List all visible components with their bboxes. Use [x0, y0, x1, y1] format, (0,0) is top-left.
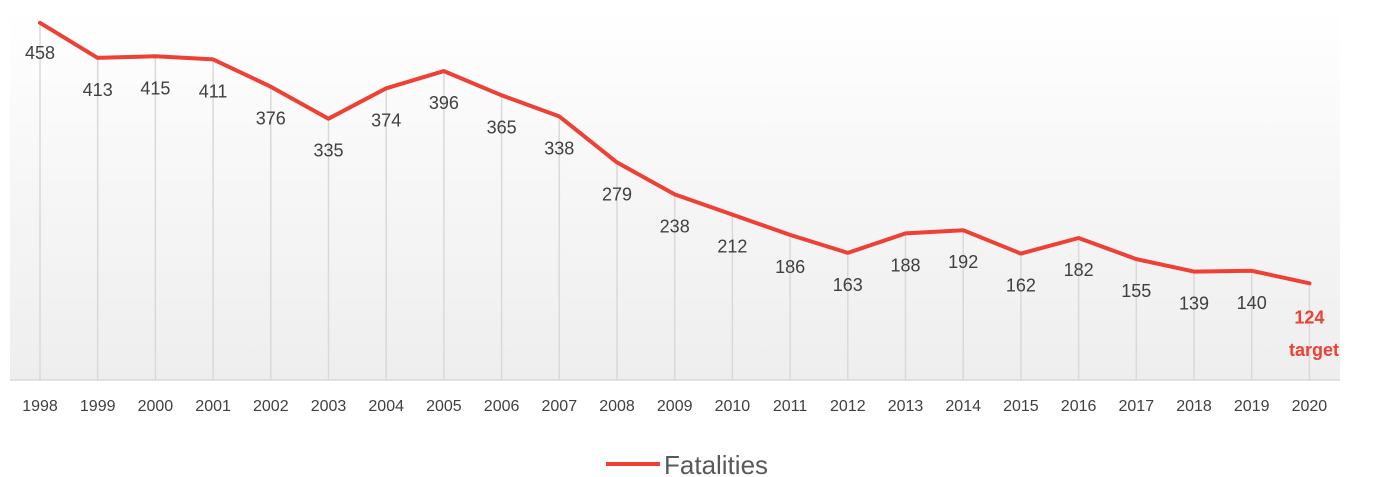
tick-label-2007: 2007: [542, 398, 578, 415]
tick-label-2011: 2011: [773, 398, 808, 415]
data-label-2008: 279: [602, 184, 632, 204]
data-label-2018: 139: [1179, 294, 1209, 314]
data-label-2019: 140: [1237, 293, 1267, 313]
tick-label-1999: 1999: [80, 398, 116, 415]
tick-label-2010: 2010: [715, 398, 751, 415]
data-label-2012: 163: [833, 275, 863, 295]
data-label-2013: 188: [890, 255, 920, 275]
data-label-2005: 396: [429, 93, 459, 113]
tick-label-2020: 2020: [1292, 398, 1328, 415]
tick-label-1998: 1998: [22, 398, 58, 415]
data-label-2020: 124: [1294, 307, 1324, 327]
tick-label-2019: 2019: [1234, 398, 1270, 415]
data-label-2017: 155: [1121, 281, 1151, 301]
tick-label-2013: 2013: [888, 398, 924, 415]
tick-label-2012: 2012: [830, 398, 866, 415]
legend: Fatalities: [606, 450, 768, 477]
tick-label-2006: 2006: [484, 398, 520, 415]
data-label-2006: 365: [487, 117, 517, 137]
target-annotation: target: [1289, 340, 1339, 360]
data-label-2016: 182: [1064, 260, 1094, 280]
tick-label-2017: 2017: [1119, 398, 1155, 415]
data-label-1998: 458: [25, 43, 55, 63]
x-axis-tick-labels: 1998 1999 2000 2001 2002 2003 2004 2005 2006 2007…: [22, 398, 1327, 415]
tick-label-2005: 2005: [426, 398, 462, 415]
tick-label-2016: 2016: [1061, 398, 1097, 415]
tick-label-2015: 2015: [1003, 398, 1039, 415]
vertical-gridlines: [39, 22, 1311, 380]
tick-label-2003: 2003: [311, 398, 347, 415]
tick-label-2014: 2014: [945, 398, 981, 415]
legend-label-fatalities: Fatalities: [664, 450, 768, 477]
tick-label-2018: 2018: [1176, 398, 1212, 415]
tick-label-2001: 2001: [195, 398, 231, 415]
data-label-2014: 192: [948, 252, 978, 272]
data-label-2001: 411: [199, 81, 228, 101]
data-label-2003: 335: [313, 141, 343, 161]
data-label-2015: 162: [1006, 276, 1036, 296]
tick-label-2000: 2000: [138, 398, 174, 415]
data-label-2010: 212: [717, 237, 747, 257]
data-label-2007: 338: [544, 138, 574, 158]
data-label-2002: 376: [256, 109, 286, 129]
tick-label-2009: 2009: [657, 398, 693, 415]
data-label-2009: 238: [660, 216, 690, 236]
data-label-1999: 413: [83, 80, 113, 100]
data-labels: 458 413 415 411 376 335 374 396 365 338 279 238 212 1…: [25, 43, 1324, 327]
series-line-fatalities: [38, 20, 1312, 286]
tick-label-2008: 2008: [599, 398, 635, 415]
tick-label-2002: 2002: [253, 398, 289, 415]
tick-label-2004: 2004: [368, 398, 404, 415]
data-label-2011: 186: [775, 257, 805, 277]
data-label-2000: 415: [140, 78, 170, 98]
data-label-2004: 374: [371, 110, 401, 130]
